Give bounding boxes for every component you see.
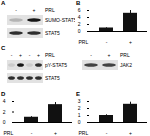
svg-text:+: + (19, 52, 22, 58)
svg-text:+: + (33, 7, 36, 13)
svg-text:2: 2 (78, 105, 81, 111)
svg-text:STAT5: STAT5 (45, 75, 60, 81)
svg-text:6: 6 (78, 7, 81, 13)
svg-text:PRL: PRL (120, 52, 130, 58)
svg-text:2: 2 (3, 109, 6, 115)
svg-text:4: 4 (3, 98, 6, 104)
svg-text:JAK2: JAK2 (120, 62, 132, 68)
html-text:E: E (76, 91, 80, 97)
svg-text:0: 0 (3, 119, 6, 125)
svg-text:3: 3 (78, 98, 81, 104)
svg-text:4: 4 (78, 14, 81, 20)
svg-text:PRL: PRL (45, 7, 55, 13)
svg-text:-: - (106, 39, 108, 45)
svg-text:PRL: PRL (79, 130, 89, 136)
svg-text:+: + (54, 130, 57, 136)
svg-text:SUMO-STAT5: SUMO-STAT5 (45, 17, 75, 23)
svg-text:+: + (129, 39, 132, 45)
svg-text:-: - (106, 130, 108, 136)
svg-text:0: 0 (78, 119, 81, 125)
svg-text:+: + (129, 130, 132, 136)
svg-text:pY-STAT5: pY-STAT5 (45, 62, 67, 68)
html-text:D: D (1, 91, 6, 97)
html-text:C: C (1, 45, 6, 51)
svg-text:1: 1 (78, 112, 81, 118)
svg-text:PRL: PRL (4, 130, 14, 136)
svg-text:-: - (15, 7, 17, 13)
svg-text:-: - (90, 52, 92, 58)
svg-text:PRL: PRL (79, 39, 89, 45)
svg-text:+: + (37, 52, 40, 58)
html-text:A: A (1, 0, 6, 6)
svg-text:-: - (29, 52, 31, 58)
svg-text:-: - (11, 52, 13, 58)
svg-text:2: 2 (78, 21, 81, 27)
svg-text:PRL: PRL (45, 52, 55, 58)
svg-text:-: - (31, 130, 33, 136)
svg-text:STAT5: STAT5 (45, 30, 60, 36)
svg-text:0: 0 (78, 28, 81, 34)
html-text:B: B (76, 0, 81, 6)
svg-text:+: + (108, 52, 111, 58)
